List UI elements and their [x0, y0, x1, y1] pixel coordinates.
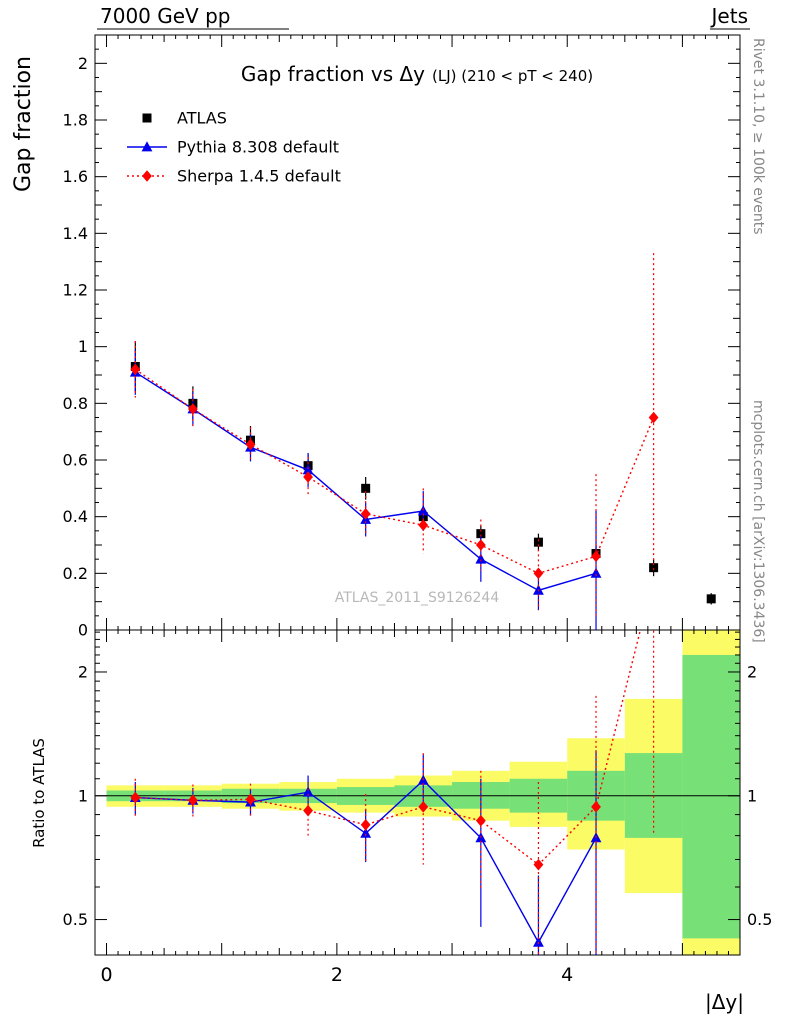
legend: ATLAS Pythia 8.308 default Sherpa 1.4.5 de… [127, 109, 341, 186]
marker-square [361, 483, 371, 493]
marker-diamond [360, 818, 371, 831]
marker-triangle [590, 567, 602, 578]
rivet-version-label: Rivet 3.1.10, ≥ 100k events [750, 38, 766, 235]
y-main-tick-label: 1 [78, 337, 88, 356]
marker-diamond [188, 794, 198, 807]
x-tick-label: 0 [100, 964, 112, 986]
series-sherpa-1-4-5-default [130, 253, 659, 616]
marker-diamond [475, 814, 486, 827]
analysis-group-label: Jets [710, 4, 748, 28]
y-ratio-tick-label: 1 [78, 786, 88, 805]
series-line [135, 630, 642, 866]
y-main-tick-label: 0.8 [63, 394, 88, 413]
y-main-tick-label: 0.4 [63, 507, 88, 526]
marker-triangle [141, 141, 153, 152]
marker-diamond [245, 438, 256, 451]
x-tick-label: 4 [561, 964, 573, 986]
plot-title-main: Gap fraction vs Δy [241, 62, 425, 86]
marker-diamond [591, 801, 601, 813]
marker-square [706, 594, 716, 604]
marker-diamond [591, 550, 601, 563]
marker-triangle [302, 464, 314, 475]
ratio-uncertainty-bands [95, 630, 740, 955]
legend-label: ATLAS [177, 109, 227, 128]
y-main-tick-label: 0.2 [63, 564, 88, 583]
y-main-tick-label: 1.2 [63, 281, 88, 300]
ratio-panel-data [129, 630, 655, 955]
marker-diamond [360, 508, 371, 520]
marker-diamond [475, 539, 486, 551]
y-axis-label-main: Gap fraction [11, 56, 36, 192]
series-line [134, 368, 655, 575]
x-axis-label: |Δy| [705, 990, 744, 1014]
chart-layer: 0 0.2 0.4 0.6 0.8 1 1.2 1.4 1.6 1.8 2 0.5 0.5 1 1 2 2 0 2 4… [63, 34, 773, 986]
marker-triangle [302, 786, 314, 797]
plot-title: Gap fraction vs Δy (LJ) (210 < pT < 240) [241, 62, 593, 86]
marker-diamond [142, 170, 152, 182]
y-ratio-tick-label-right: 2 [747, 662, 757, 681]
marker-square [476, 529, 486, 539]
marker-square [649, 563, 659, 573]
mcplots-attribution-label: mcplots.cern.ch [arXiv:1306.3436] [750, 400, 766, 643]
y-main-tick-label: 2 [78, 54, 88, 73]
marker-diamond [303, 471, 313, 483]
marker-diamond [130, 791, 141, 804]
ratio-series-pythia-8-308-default [129, 750, 602, 955]
marker-diamond [245, 793, 256, 806]
main-panel-data [129, 253, 716, 630]
y-ratio-tick-label-right: 1 [747, 786, 757, 805]
y-ratio-tick-label: 0.5 [63, 910, 88, 929]
marker-triangle [360, 827, 372, 838]
watermark-analysis-id: ATLAS_2011_S9126244 [335, 590, 500, 606]
marker-diamond [303, 804, 313, 817]
marker-diamond [533, 567, 544, 580]
plot-title-sub: (LJ) (210 < pT < 240) [432, 67, 593, 85]
marker-triangle [475, 553, 487, 564]
marker-diamond [418, 801, 429, 813]
axis-ticks [95, 35, 740, 955]
y-main-tick-label: 1.6 [63, 167, 88, 186]
series-atlas [130, 341, 716, 605]
y-main-tick-label: 1.4 [63, 224, 88, 243]
marker-diamond [418, 519, 429, 531]
marker-square [533, 537, 543, 547]
y-ratio-tick-label-right: 0.5 [747, 910, 772, 929]
marker-square [142, 113, 152, 123]
marker-diamond [188, 403, 198, 415]
axis-tick-labels: 0 0.2 0.4 0.6 0.8 1 1.2 1.4 1.6 1.8 2 0.5 0.5 1 1 2 2 0 2 4 [63, 54, 773, 986]
y-main-tick-label: 1.8 [63, 111, 88, 130]
marker-triangle [533, 936, 544, 947]
band-green [682, 654, 740, 939]
x-tick-label: 2 [331, 964, 343, 986]
y-ratio-tick-label: 2 [78, 662, 88, 681]
y-main-tick-label: 0 [78, 621, 88, 640]
beam-info-label: 7000 GeV pp [100, 4, 231, 28]
y-axis-label-ratio: Ratio to ATLAS [30, 738, 48, 848]
marker-diamond [533, 858, 544, 871]
legend-label: Sherpa 1.4.5 default [177, 167, 341, 186]
marker-diamond [648, 411, 659, 424]
marker-diamond [130, 363, 141, 376]
legend-label: Pythia 8.308 default [177, 138, 339, 157]
y-main-tick-label: 0.6 [63, 451, 88, 470]
ratio-series-sherpa-1-4-5-default [130, 630, 655, 955]
